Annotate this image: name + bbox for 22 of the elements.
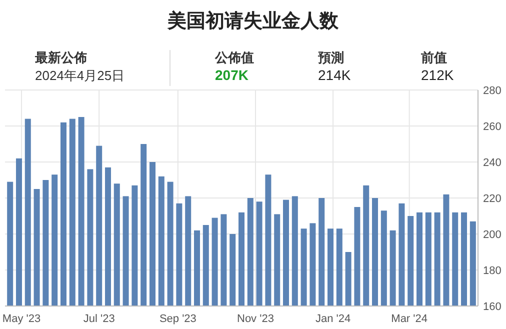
y-tick-label: 260 xyxy=(483,121,502,133)
text: 2024年4月25日 xyxy=(35,68,125,83)
text: 預測 xyxy=(317,50,344,65)
x-tick-label: Mar '24 xyxy=(391,313,428,325)
x-tick-label: Jul '23 xyxy=(83,313,115,325)
text: 前值 xyxy=(420,50,447,65)
text: 207K xyxy=(215,67,248,83)
text: 214K xyxy=(318,67,352,83)
y-tick-label: 200 xyxy=(483,229,502,241)
x-tick-label: Sep '23 xyxy=(159,313,196,325)
y-tick-label: 220 xyxy=(483,193,502,205)
text: 最新公佈 xyxy=(34,50,87,65)
chart-title: 美国初请失业金人数 xyxy=(166,10,340,32)
text: 公佈值 xyxy=(214,50,254,65)
x-tick-label: Nov '23 xyxy=(237,313,274,325)
y-tick-label: 180 xyxy=(483,265,502,277)
x-tick-label: Jan '24 xyxy=(315,313,351,325)
x-tick-label: May '23 xyxy=(2,313,41,325)
y-tick-label: 280 xyxy=(483,85,502,97)
y-tick-label: 240 xyxy=(483,157,502,169)
text: 212K xyxy=(421,67,454,83)
y-tick-label: 160 xyxy=(483,301,502,313)
